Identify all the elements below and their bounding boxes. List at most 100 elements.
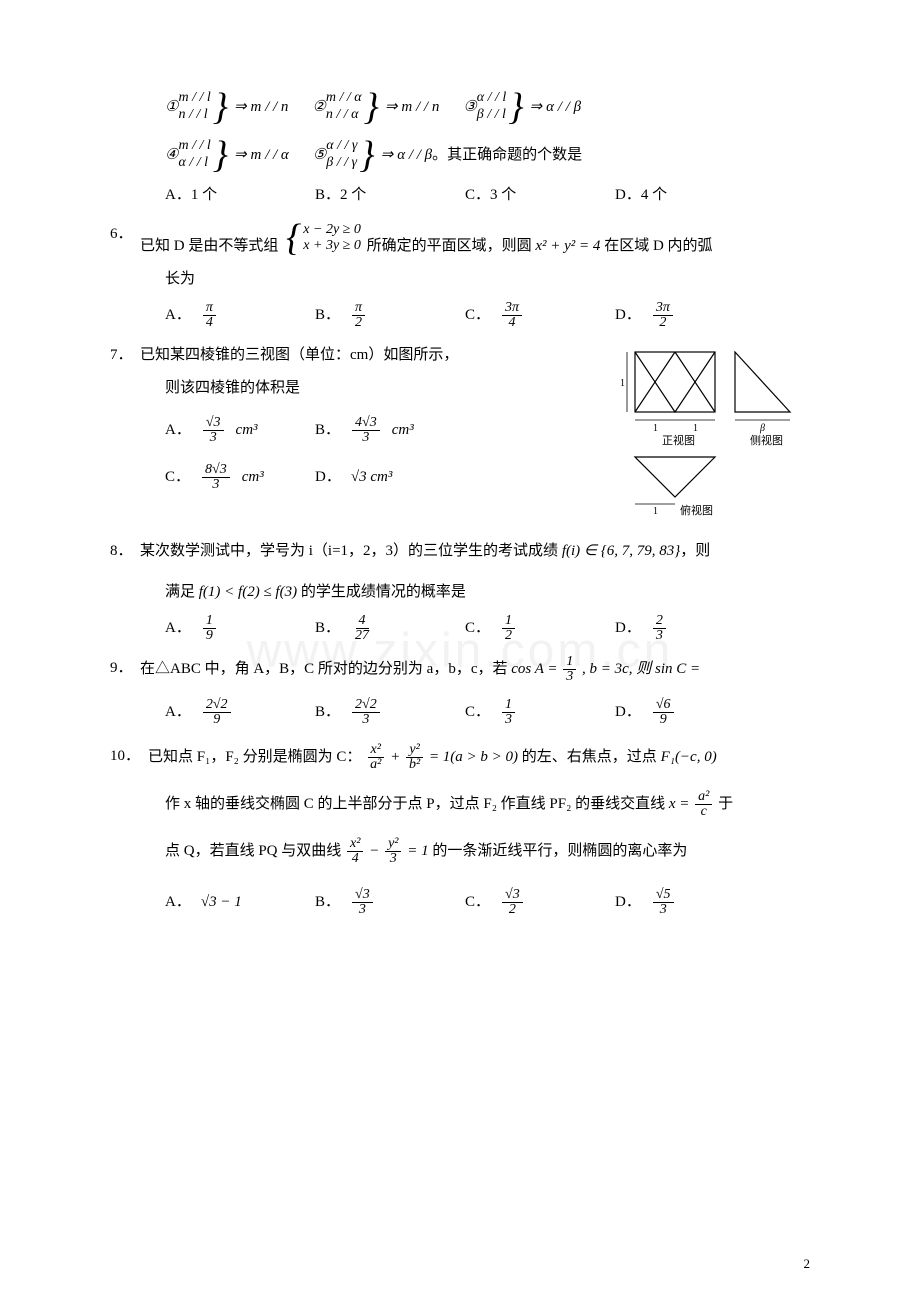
q7a-u: cm³ <box>236 417 258 444</box>
q6b-n: π <box>352 301 365 316</box>
question-9: 9． 在△ABC 中，角 A，B，C 所对的边分别为 a，b，c，若 cos A… <box>110 655 810 727</box>
q6-line2: 长为 <box>110 266 810 293</box>
q10b-d: 3 <box>356 903 369 917</box>
p2b: n / / α <box>326 107 362 124</box>
p3a: α / / l <box>477 90 507 107</box>
q10-hd1: 4 <box>349 852 362 866</box>
q6d-d: 2 <box>656 316 669 330</box>
q9b-l: B． <box>315 699 340 726</box>
q10-e1d2: b² <box>406 758 423 772</box>
q6d-n: 3π <box>653 301 673 316</box>
q10-l2a: 作 x 轴的垂线交椭圆 C 的上半部分于点 P，过点 F₂ 作直线 PF₂ 的垂… <box>165 796 665 812</box>
q8d-n: 2 <box>653 614 666 629</box>
question-7: 1 1 1 正视图 β 侧视图 1 俯视图 7． <box>110 342 810 522</box>
view-front-label: 正视图 <box>662 433 695 447</box>
q8d-l: D． <box>615 615 641 642</box>
q7c-u: cm³ <box>242 464 264 491</box>
q10-body: 已知点 F₁，F₂ 分别是椭圆为 C： x²a² + y²b² = 1(a > … <box>148 743 810 772</box>
q6a-label: A． <box>165 302 191 329</box>
q6-ta: 已知 D 是由不等式组 <box>140 238 278 254</box>
q8a-d: 9 <box>203 629 216 643</box>
q8c-d: 2 <box>502 629 515 643</box>
q8-tb: ，则 <box>680 543 710 559</box>
q9b-d: 3 <box>359 713 372 727</box>
q10d-n: √5 <box>653 888 674 903</box>
p4b: α / / l <box>178 155 210 172</box>
q10-line3: 点 Q，若直线 PQ 与双曲线 x²4 − y²3 = 1 的一条渐近线平行，则… <box>110 837 810 866</box>
q6d-label: D． <box>615 302 641 329</box>
q6b-label: B． <box>315 302 340 329</box>
q6-opt-d: D． 3π2 <box>615 301 765 330</box>
q8-opt-b: B． 427 <box>315 614 465 643</box>
q10-num: 10． <box>110 743 148 770</box>
q9d-d: 9 <box>657 713 670 727</box>
q7c-n: 8√3 <box>202 463 230 478</box>
q9-tb: , b = 3c, 则 sin C = <box>582 661 700 677</box>
view-top-label: 俯视图 <box>680 503 713 517</box>
q10a-v: √3 − 1 <box>201 889 242 916</box>
prop-2: ②m / / αn / / α}⇒m / / n <box>312 90 439 124</box>
q6a-n: π <box>203 301 216 316</box>
q9-opt-d: D． √69 <box>615 698 765 727</box>
q9-body: 在△ABC 中，角 A，B，C 所对的边分别为 a，b，c，若 cos A = … <box>140 655 810 684</box>
dim-2: 1 <box>693 423 698 434</box>
q8d-d: 3 <box>653 629 666 643</box>
q10-f1: F₁(−c, 0) <box>661 749 717 765</box>
q10c-l: C． <box>465 889 490 916</box>
q5-options: A．1 个 B．2 个 C．3 个 D．4 个 <box>110 182 810 209</box>
q8b-n: 4 <box>356 614 369 629</box>
q9d-l: D． <box>615 699 641 726</box>
p3b: β / / l <box>477 107 507 124</box>
q6-num: 6． <box>110 221 140 248</box>
p5c: α / / β <box>397 142 432 169</box>
q7c-d: 3 <box>209 478 222 492</box>
q9c-n: 1 <box>502 698 515 713</box>
q6-body: 已知 D 是由不等式组 {x − 2y ≥ 0x + 3y ≥ 0 所确定的平面… <box>140 221 810 260</box>
q9d-n: √6 <box>653 698 674 713</box>
q8c-l: C． <box>465 615 490 642</box>
q6-tc: 在区域 D 内的弧 <box>604 238 712 254</box>
dim-5: 1 <box>653 506 658 517</box>
q7b-d: 3 <box>359 431 372 445</box>
q8-cond: f(1) < f(2) ≤ f(3) <box>199 584 297 600</box>
q7-opt-b: B．4√33cm³ <box>315 416 465 445</box>
q5-prop-row2: ④m / / lα / / l}⇒m / / α ⑤α / / γβ / / γ… <box>110 138 810 172</box>
q10c-n: √3 <box>502 888 523 903</box>
dim-1: 1 <box>653 423 658 434</box>
q10-tb: 的左、右焦点，过点 <box>522 749 657 765</box>
q10-opt-b: B．√33 <box>315 888 465 917</box>
q5-opt-d: D．4 个 <box>615 182 765 209</box>
q8a-l: A． <box>165 615 191 642</box>
q10-l3b: 的一条渐近线平行，则椭圆的离心率为 <box>432 843 687 859</box>
p1a: m / / l <box>178 90 210 107</box>
q6-opt-a: A．π4 <box>165 301 315 330</box>
q10-opt-d: D．√53 <box>615 888 765 917</box>
q7-opt-a: A．√33cm³ <box>165 416 315 445</box>
q6-s2: x + 3y ≥ 0 <box>303 238 361 255</box>
prop-4: ④m / / lα / / l}⇒m / / α <box>165 138 289 172</box>
q8b-l: B． <box>315 615 340 642</box>
q5-opt-a: A．1 个 <box>165 182 315 209</box>
prop-5: ⑤α / / γβ / / γ}⇒α / / β 。其正确命题的个数是 <box>313 138 582 172</box>
q7c-l: C． <box>165 464 190 491</box>
dim-4: β <box>759 423 765 434</box>
view-side-label: 侧视图 <box>750 433 783 447</box>
p4c: m / / α <box>251 142 289 169</box>
page-content: ①m / / ln / / l}⇒m / / n ②m / / αn / / α… <box>110 90 810 917</box>
q9c-l: C． <box>465 699 490 726</box>
q7d-l: D． <box>315 464 341 491</box>
q10-opt-a: A．√3 − 1 <box>165 888 315 917</box>
q7a-n: √3 <box>203 416 224 431</box>
q9a-l: A． <box>165 699 191 726</box>
q8b-d: 27 <box>352 629 372 643</box>
p3c: α / / β <box>546 94 581 121</box>
q8-line2: 满足 f(1) < f(2) ≤ f(3) 的学生成绩情况的概率是 <box>110 579 810 606</box>
q9-ta: 在△ABC 中，角 A，B，C 所对的边分别为 a，b，c，若 <box>140 661 508 677</box>
q6c-d: 4 <box>506 316 519 330</box>
q9-cos: cos A = <box>511 661 557 677</box>
p5a: α / / γ <box>326 138 357 155</box>
q9a-d: 9 <box>210 713 223 727</box>
q6b-d: 2 <box>352 316 365 330</box>
prop-1: ①m / / ln / / l}⇒m / / n <box>165 90 288 124</box>
page-number: 2 <box>804 1256 811 1272</box>
